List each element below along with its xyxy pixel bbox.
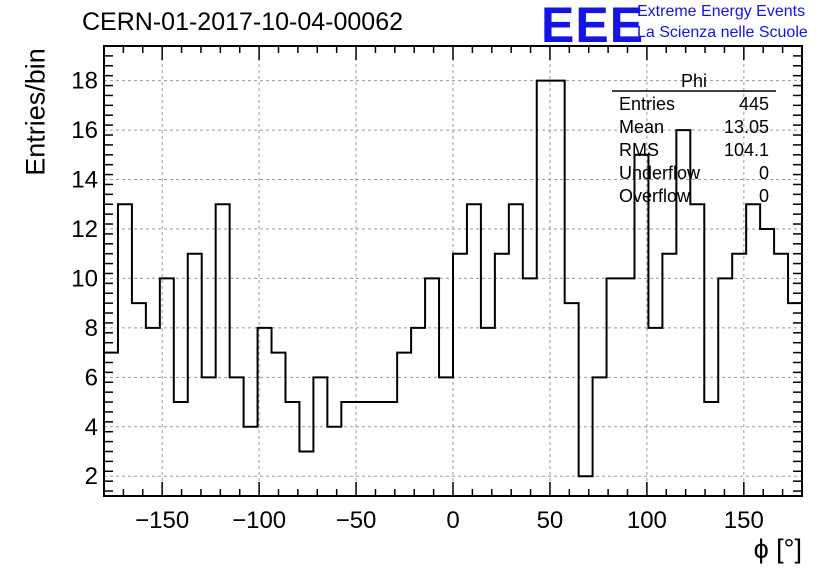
stats-label: Entries xyxy=(619,94,675,114)
chart-title: CERN-01-2017-10-04-00062 xyxy=(82,8,404,36)
stats-label: Underflow xyxy=(619,163,701,183)
stats-label: Mean xyxy=(619,117,664,137)
x-tick-label: −100 xyxy=(232,507,286,534)
stats-value: 0 xyxy=(759,186,769,206)
x-tick-label: 150 xyxy=(724,507,764,534)
y-tick-label: 16 xyxy=(71,117,98,144)
x-tick-label: 50 xyxy=(537,507,564,534)
stats-label: RMS xyxy=(619,140,659,160)
y-tick-label: 8 xyxy=(85,315,98,342)
brand-line-1: Extreme Energy Events xyxy=(637,3,806,20)
x-tick-label: −50 xyxy=(336,507,377,534)
y-tick-label: 12 xyxy=(71,216,98,243)
stats-box: Phi Entries 445 Mean 13.05 RMS 104.1 Underflow 0… xyxy=(612,71,776,206)
y-tick-label: 6 xyxy=(85,364,98,391)
x-tick-label: −150 xyxy=(135,507,189,534)
x-tick-label: 0 xyxy=(446,507,459,534)
stats-value: 13.05 xyxy=(724,117,769,137)
eee-logo: EEE xyxy=(541,0,645,53)
stats-title: Phi xyxy=(681,71,707,91)
x-tick-label: 100 xyxy=(627,507,667,534)
stats-label: Overflow xyxy=(619,186,691,206)
histogram-outline xyxy=(104,79,802,478)
y-tick-label: 18 xyxy=(71,68,98,95)
stats-value: 104.1 xyxy=(724,140,769,160)
brand-line-2: La Scienza nelle Scuole xyxy=(637,24,808,41)
y-tick-label: 10 xyxy=(71,265,98,292)
y-tick-label: 4 xyxy=(85,414,98,441)
stats-value: 0 xyxy=(759,163,769,183)
axis-ticks: −150 −100 −50 0 50 100 150 2 4 6 8 10 12 14 16 18 xyxy=(71,46,802,534)
x-axis-label: ϕ [°] xyxy=(753,534,802,564)
y-tick-label: 14 xyxy=(71,167,98,194)
y-tick-label: 2 xyxy=(85,463,98,490)
stats-value: 445 xyxy=(739,94,769,114)
